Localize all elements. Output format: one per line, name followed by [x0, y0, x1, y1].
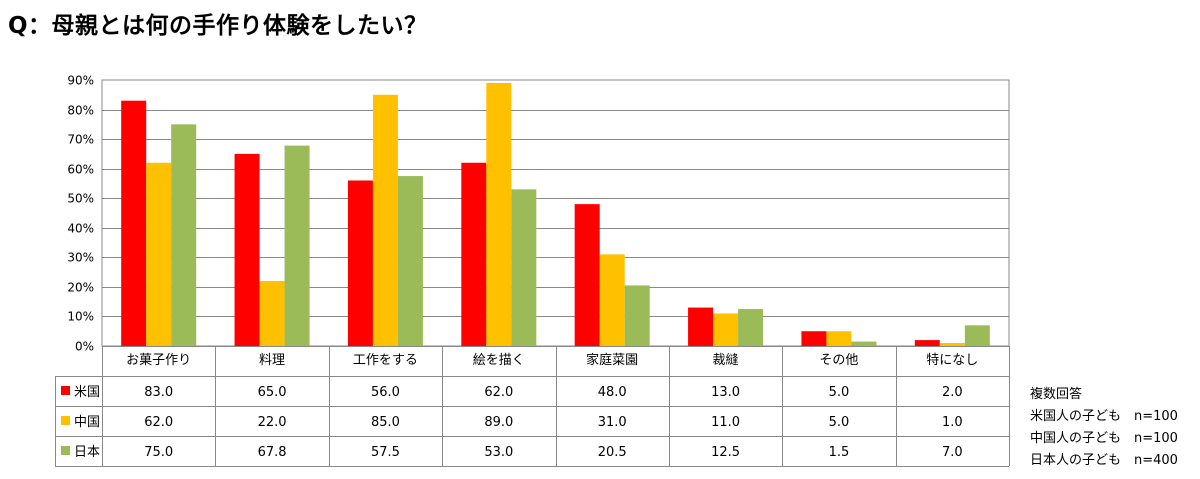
data-label: 75.0	[144, 445, 173, 460]
data-label: 85.0	[371, 415, 400, 430]
data-label: 5.0	[829, 385, 850, 400]
y-tick-label: 60%	[67, 163, 94, 177]
x-tick-label: 料理	[259, 353, 285, 368]
x-tick-label: 裁縫	[713, 352, 739, 368]
data-label: 5.0	[829, 415, 850, 430]
bar	[347, 180, 373, 346]
notes-heading: 複数回答	[1030, 387, 1083, 402]
bar	[486, 82, 512, 346]
x-tick-label: 特になし	[926, 353, 978, 368]
y-tick-label: 50%	[67, 192, 94, 206]
data-label: 62.0	[484, 385, 513, 400]
bar	[574, 204, 600, 346]
data-label: 67.8	[258, 445, 287, 460]
bar	[599, 254, 625, 346]
bar	[624, 285, 650, 346]
data-label: 89.0	[484, 415, 513, 430]
data-label: 22.0	[258, 415, 287, 430]
legend-label: 中国	[74, 415, 100, 430]
y-tick-label: 0%	[75, 340, 94, 354]
data-label: 57.5	[371, 445, 400, 460]
legend-key	[61, 446, 70, 455]
data-label: 65.0	[258, 385, 287, 400]
data-label: 2.0	[942, 385, 963, 400]
notes-line-cn: 中国人の子ども n=100	[1030, 431, 1178, 446]
x-tick-label: 絵を描く	[473, 353, 525, 368]
legend-label: 日本	[74, 445, 100, 460]
data-label: 53.0	[484, 445, 513, 460]
bar	[397, 176, 423, 346]
legend-label: 米国	[74, 385, 100, 400]
data-label: 31.0	[598, 415, 627, 430]
x-tick-label: その他	[819, 353, 858, 368]
y-tick-label: 40%	[67, 222, 94, 236]
data-label: 20.5	[598, 445, 627, 460]
legend-key	[61, 416, 70, 425]
bar	[461, 162, 487, 346]
bar	[171, 124, 197, 346]
data-label: 1.0	[942, 415, 963, 430]
data-label: 56.0	[371, 385, 400, 400]
legend-key	[61, 386, 70, 395]
bar	[738, 309, 764, 346]
bar	[688, 307, 714, 346]
bar	[939, 343, 965, 346]
x-tick-label: お菓子作り	[126, 353, 191, 368]
y-tick-label: 90%	[67, 74, 94, 88]
y-tick-label: 20%	[67, 281, 94, 295]
data-label: 1.5	[829, 445, 850, 460]
bar	[826, 331, 852, 346]
bar	[259, 280, 285, 346]
data-label: 12.5	[711, 445, 740, 460]
bar	[121, 100, 147, 346]
bar	[234, 153, 260, 346]
bar	[713, 313, 739, 346]
bar	[801, 331, 827, 346]
x-tick-label: 家庭菜園	[586, 352, 638, 368]
bar	[914, 340, 940, 346]
data-label: 83.0	[144, 385, 173, 400]
y-tick-label: 70%	[67, 133, 94, 147]
chart-title: Q：母親とは何の手作り体験をしたい？	[8, 13, 428, 39]
data-label: 62.0	[144, 415, 173, 430]
data-label: 7.0	[942, 445, 963, 460]
y-tick-label: 10%	[67, 310, 94, 324]
data-label: 48.0	[598, 385, 627, 400]
x-tick-label: 工作をする	[353, 353, 418, 368]
y-tick-label: 80%	[67, 104, 94, 118]
y-tick-label: 30%	[67, 251, 94, 265]
bar	[146, 162, 172, 346]
data-label: 11.0	[711, 415, 740, 430]
bar	[284, 145, 310, 346]
notes-line-jp: 日本人の子ども n=400	[1030, 453, 1178, 468]
bar	[851, 341, 877, 346]
bar	[511, 189, 537, 346]
bar	[964, 325, 990, 346]
notes-line-us: 米国人の子ども n=100	[1030, 409, 1178, 424]
bar	[372, 94, 398, 347]
data-label: 13.0	[711, 385, 740, 400]
